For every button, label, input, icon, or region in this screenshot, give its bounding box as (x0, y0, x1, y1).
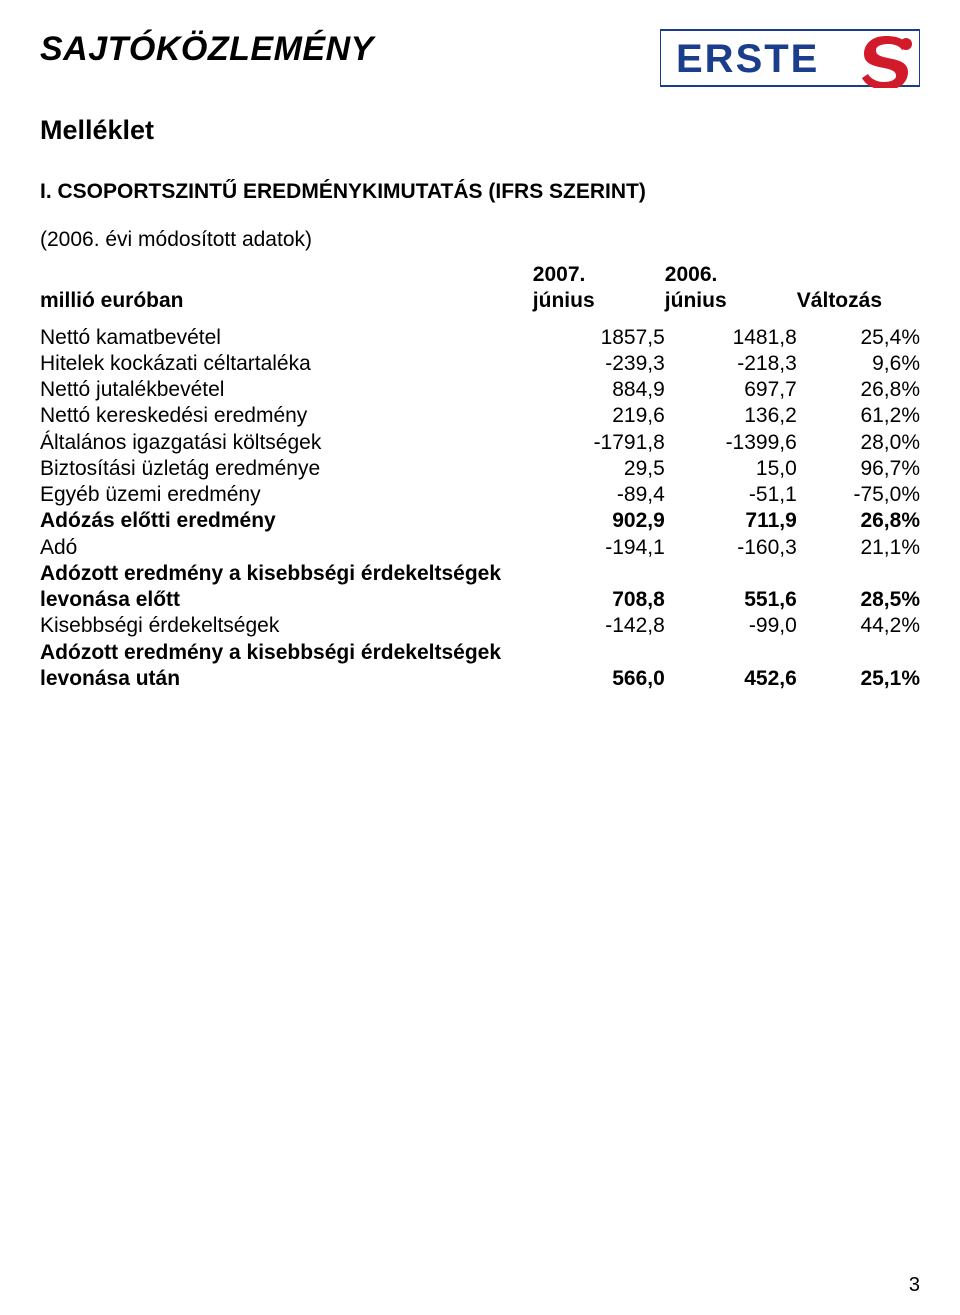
erste-logo-svg: ERSTE (660, 28, 920, 88)
svg-text:ERSTE: ERSTE (676, 37, 819, 81)
row-value-2: 1481,8 (665, 325, 797, 351)
row-value-1: 1857,5 (533, 325, 665, 351)
page-title: SAJTÓKÖZLEMÉNY (40, 30, 374, 69)
erste-logo: ERSTE (660, 28, 920, 93)
col-header-2-line1: 2006. (665, 263, 718, 286)
table-row: Adózott eredmény a kisebbségi érdekeltsé… (40, 640, 920, 693)
row-value-2: -160,3 (665, 535, 797, 561)
col-header-label: millió euróban (40, 289, 184, 312)
row-value-1: -89,4 (533, 482, 665, 508)
data-table: millió euróban 2007. június 2006. június… (40, 262, 920, 692)
row-value-3: 26,8% (797, 377, 920, 403)
row-value-2: -51,1 (665, 482, 797, 508)
col-header-2-line2: június (665, 289, 727, 312)
row-value-2: 697,7 (665, 377, 797, 403)
row-value-3: 96,7% (797, 456, 920, 482)
row-label: Biztosítási üzletág eredménye (40, 456, 533, 482)
row-value-2: 136,2 (665, 403, 797, 429)
row-value-1: 708,8 (533, 561, 665, 614)
table-row: Kisebbségi érdekeltségek-142,8-99,044,2% (40, 613, 920, 639)
col-header-3-line2: Változás (797, 289, 882, 312)
row-value-2: -218,3 (665, 351, 797, 377)
row-value-2: -1399,6 (665, 430, 797, 456)
row-value-1: 884,9 (533, 377, 665, 403)
row-value-2: 15,0 (665, 456, 797, 482)
note: (2006. évi módosított adatok) (40, 228, 920, 252)
section-heading: I. CSOPORTSZINTŰ EREDMÉNYKIMUTATÁS (IFRS… (40, 180, 920, 204)
row-value-1: 902,9 (533, 508, 665, 534)
row-value-1: -142,8 (533, 613, 665, 639)
row-value-2: 452,6 (665, 640, 797, 693)
row-label: Nettó jutalékbevétel (40, 377, 533, 403)
row-value-3: 61,2% (797, 403, 920, 429)
col-header-1-line2: június (533, 289, 595, 312)
row-value-3: 28,5% (797, 561, 920, 614)
table-row: Adózás előtti eredmény902,9711,926,8% (40, 508, 920, 534)
row-label: Adózott eredmény a kisebbségi érdekeltsé… (40, 561, 533, 614)
table-row: Általános igazgatási költségek-1791,8-13… (40, 430, 920, 456)
table-header-row: millió euróban 2007. június 2006. június… (40, 262, 920, 315)
row-value-3: 25,4% (797, 325, 920, 351)
row-value-2: -99,0 (665, 613, 797, 639)
row-value-1: 566,0 (533, 640, 665, 693)
page-number: 3 (909, 1274, 920, 1297)
row-value-1: -194,1 (533, 535, 665, 561)
table-row: Nettó jutalékbevétel884,9697,726,8% (40, 377, 920, 403)
table-body: Nettó kamatbevétel1857,51481,825,4%Hitel… (40, 325, 920, 693)
table-row: Adózott eredmény a kisebbségi érdekeltsé… (40, 561, 920, 614)
row-label: Kisebbségi érdekeltségek (40, 613, 533, 639)
row-value-2: 551,6 (665, 561, 797, 614)
row-value-1: -1791,8 (533, 430, 665, 456)
row-label: Adózott eredmény a kisebbségi érdekeltsé… (40, 640, 533, 693)
table-row: Adó-194,1-160,321,1% (40, 535, 920, 561)
row-value-1: 219,6 (533, 403, 665, 429)
row-value-1: 29,5 (533, 456, 665, 482)
row-label: Egyéb üzemi eredmény (40, 482, 533, 508)
table-row: Nettó kamatbevétel1857,51481,825,4% (40, 325, 920, 351)
row-label: Hitelek kockázati céltartaléka (40, 351, 533, 377)
row-label: Általános igazgatási költségek (40, 430, 533, 456)
row-value-3: 9,6% (797, 351, 920, 377)
document-page: SAJTÓKÖZLEMÉNY ERSTE Melléklet I. CSOPOR… (0, 0, 960, 1315)
table-row: Nettó kereskedési eredmény219,6136,261,2… (40, 403, 920, 429)
table-row: Biztosítási üzletág eredménye29,515,096,… (40, 456, 920, 482)
row-value-3: 28,0% (797, 430, 920, 456)
row-value-3: 25,1% (797, 640, 920, 693)
row-value-3: 44,2% (797, 613, 920, 639)
row-value-2: 711,9 (665, 508, 797, 534)
table-row: Hitelek kockázati céltartaléka-239,3-218… (40, 351, 920, 377)
row-value-3: 26,8% (797, 508, 920, 534)
row-value-3: -75,0% (797, 482, 920, 508)
row-value-1: -239,3 (533, 351, 665, 377)
subtitle: Melléklet (40, 115, 920, 146)
income-statement-table: millió euróban 2007. június 2006. június… (40, 262, 920, 692)
row-value-3: 21,1% (797, 535, 920, 561)
table-row: Egyéb üzemi eredmény-89,4-51,1-75,0% (40, 482, 920, 508)
row-label: Adózás előtti eredmény (40, 508, 533, 534)
row-label: Nettó kereskedési eredmény (40, 403, 533, 429)
row-label: Adó (40, 535, 533, 561)
header-row: SAJTÓKÖZLEMÉNY ERSTE (40, 30, 920, 93)
row-label: Nettó kamatbevétel (40, 325, 533, 351)
col-header-1-line1: 2007. (533, 263, 586, 286)
